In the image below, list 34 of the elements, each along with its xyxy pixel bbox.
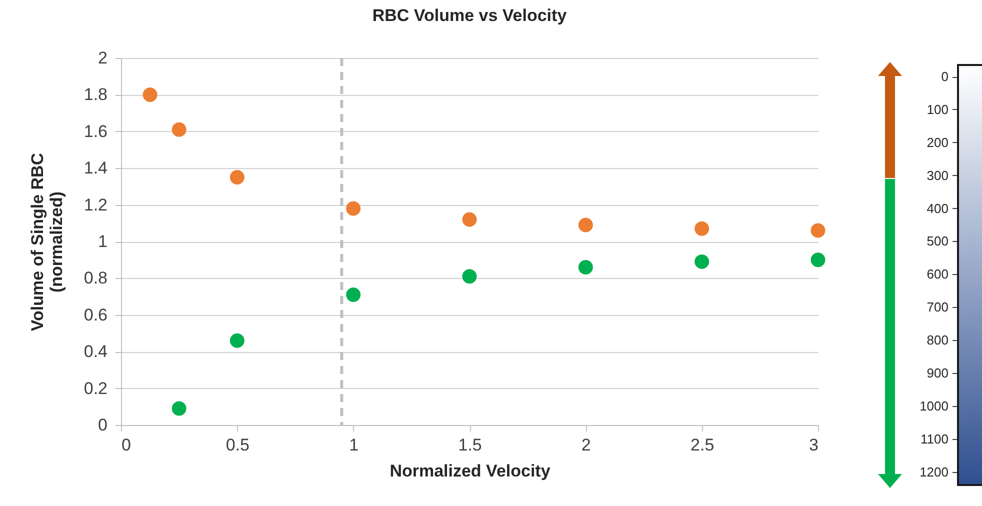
x-tick-label: 0.5 bbox=[226, 436, 250, 454]
x-tick-label: 2.5 bbox=[690, 436, 714, 454]
y-axis-title: Volume of Single RBC (normalized) bbox=[28, 152, 66, 332]
x-tick-label: 3 bbox=[809, 436, 818, 454]
color-bar-label: 400 bbox=[926, 200, 948, 216]
x-tick-label: 1 bbox=[349, 436, 359, 454]
color-bar-label: 1100 bbox=[920, 431, 948, 446]
color-bar-label: 900 bbox=[926, 366, 948, 380]
y-tick-label: 1 bbox=[98, 232, 108, 251]
x-tick-label: 0 bbox=[122, 436, 131, 454]
y-tick-label: 1.8 bbox=[84, 85, 108, 104]
color-bar-label: 1200 bbox=[920, 464, 948, 480]
x-tick-label: 1.5 bbox=[458, 436, 482, 454]
y-tick-label: 1.6 bbox=[84, 122, 108, 141]
y-tick-label: 0 bbox=[98, 416, 108, 434]
y-tick-label: 1.2 bbox=[84, 195, 108, 214]
color-bar-label: 1000 bbox=[920, 398, 948, 414]
y-tick-label: 0.6 bbox=[84, 305, 108, 324]
color-bar-label: 600 bbox=[926, 266, 948, 282]
color-bar-label: 700 bbox=[926, 300, 948, 315]
color-bar-label: 200 bbox=[926, 134, 948, 150]
x-tick-label: 2 bbox=[581, 436, 591, 454]
chart-title: RBC Volume vs Velocity bbox=[372, 6, 568, 25]
x-axis-title: Normalized Velocity bbox=[390, 462, 551, 480]
color-bar-label: 500 bbox=[926, 234, 948, 249]
color-bar-label: 800 bbox=[926, 332, 948, 348]
y-tick-label: 0.4 bbox=[84, 342, 108, 362]
color-bar-label: 0 bbox=[941, 69, 948, 84]
y-tick-label: 1.4 bbox=[84, 158, 108, 178]
y-tick-label: 0.8 bbox=[84, 268, 108, 288]
color-bar-label: 100 bbox=[926, 102, 948, 117]
y-tick-label: 0.2 bbox=[84, 378, 108, 398]
y-tick-label: 2 bbox=[98, 48, 108, 68]
color-bar-label: 300 bbox=[926, 168, 948, 183]
